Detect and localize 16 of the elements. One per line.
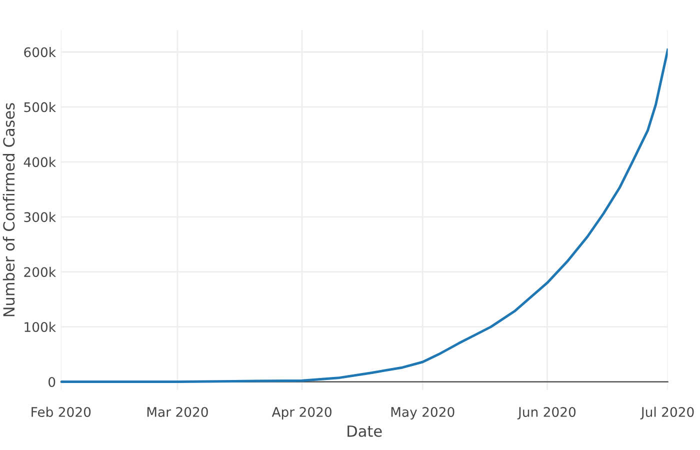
y-tick-label: 600k	[24, 46, 56, 58]
y-tick-label: 200k	[24, 266, 56, 278]
x-axis-title: Date	[348, 426, 382, 437]
y-axis-title: Number of Confirmed Cases	[2, 103, 15, 316]
y-tick-label: 0	[48, 376, 56, 387]
x-tick-label: Jul 2020	[640, 406, 694, 420]
y-tick-label: 100k	[24, 322, 56, 332]
x-tick-label: Feb 2020	[32, 406, 91, 417]
x-tick-label: Jun 2020	[517, 407, 576, 420]
x-tick-label: Apr 2020	[272, 407, 332, 420]
line-series	[60, 48, 668, 384]
y-tick-label: 300k	[24, 212, 56, 222]
y-tick-label: 400k	[24, 156, 56, 168]
x-tick-label: May 2020	[391, 407, 454, 420]
y-tick-label: 500k	[24, 102, 56, 112]
x-tick-label: Mar 2020	[147, 407, 208, 417]
